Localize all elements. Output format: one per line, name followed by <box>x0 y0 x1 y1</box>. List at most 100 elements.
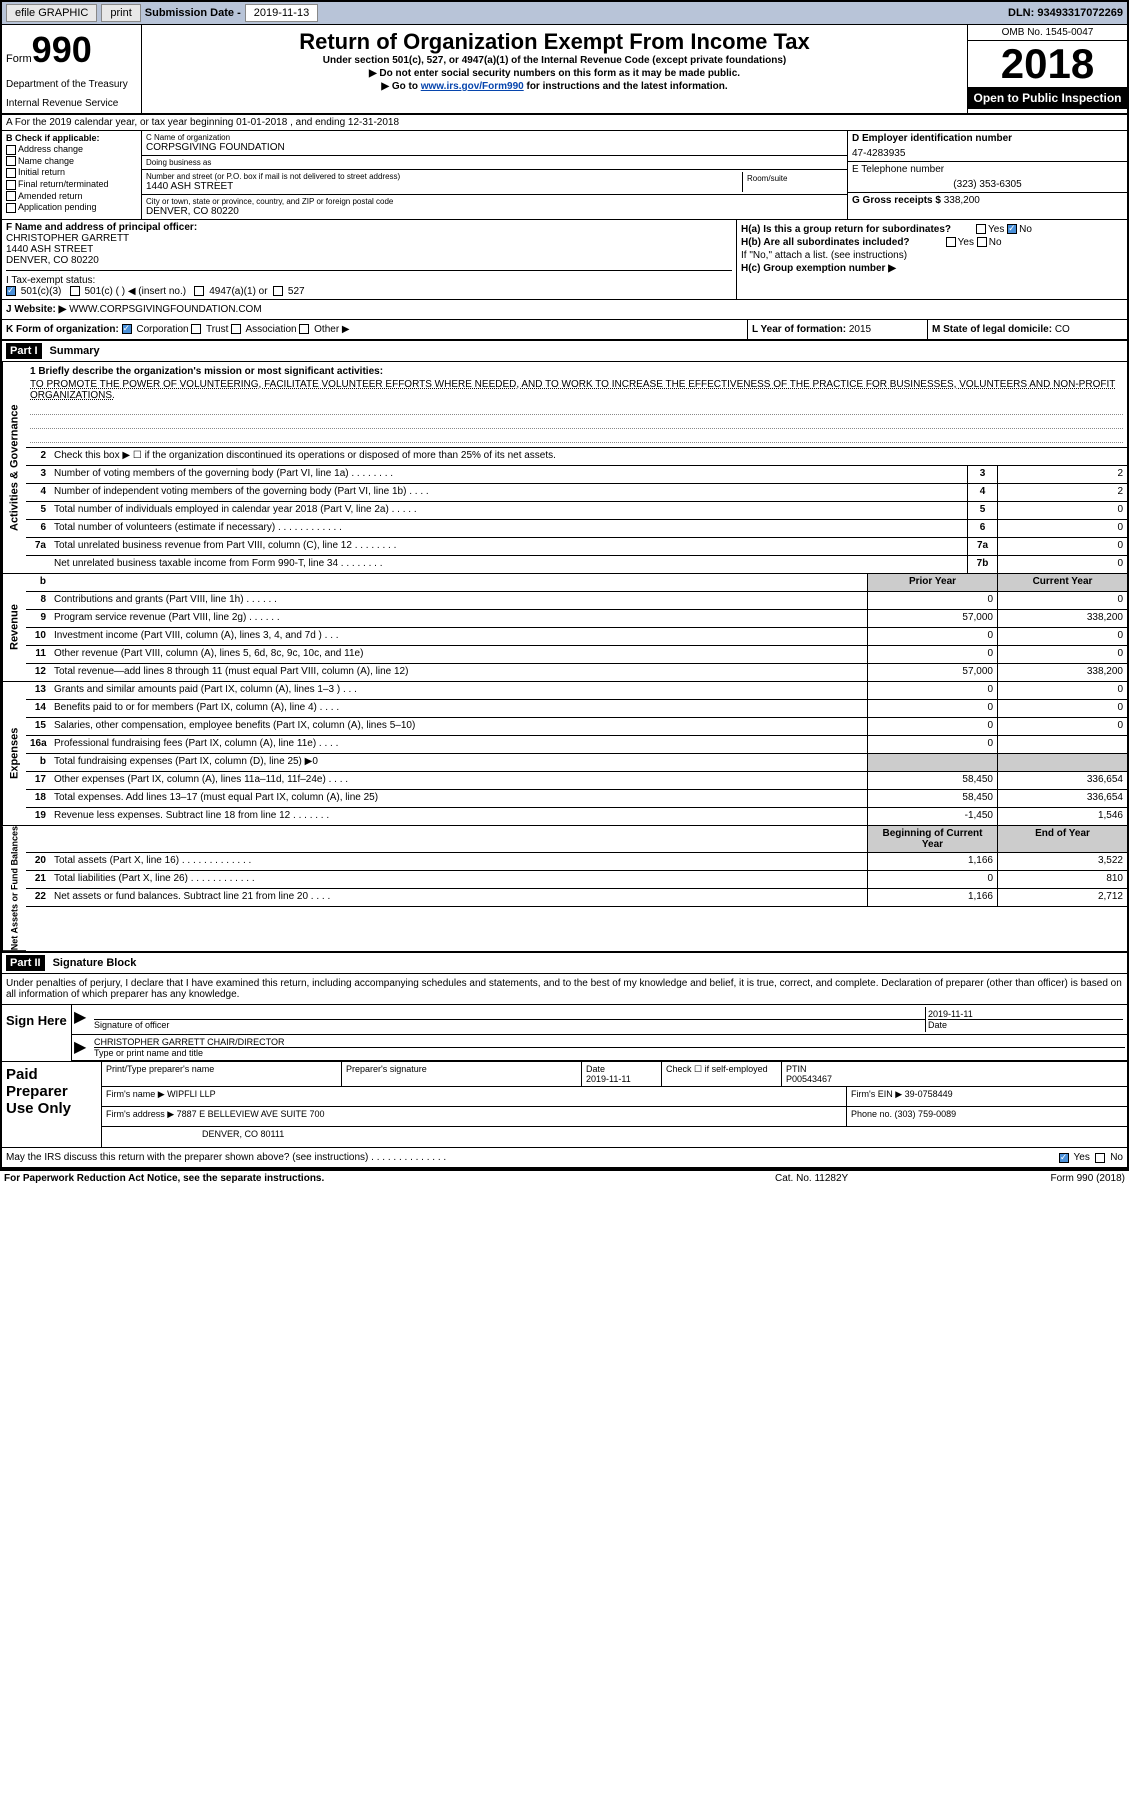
current-val: 810 <box>997 871 1127 888</box>
firm-addr-label: Firm's address ▶ <box>106 1109 177 1119</box>
chk-final[interactable] <box>6 180 16 190</box>
irs-link[interactable]: www.irs.gov/Form990 <box>421 81 524 92</box>
row-text: Professional fundraising fees (Part IX, … <box>50 736 867 753</box>
part2-title: Signature Block <box>53 957 137 969</box>
chk-4947[interactable] <box>194 286 204 296</box>
row-num: 6 <box>26 520 50 537</box>
row-text: Other revenue (Part VIII, column (A), li… <box>50 646 867 663</box>
chk-address[interactable] <box>6 145 16 155</box>
row-val: 2 <box>997 466 1127 483</box>
mission-text: TO PROMOTE THE POWER OF VOLUNTEERING, FA… <box>30 379 1123 401</box>
current-val: 1,546 <box>997 808 1127 825</box>
row-num: 13 <box>26 682 50 699</box>
ha-yes[interactable] <box>976 224 986 234</box>
paid-preparer: Paid Preparer Use Only <box>2 1062 102 1147</box>
row-box: 6 <box>967 520 997 537</box>
current-val: 0 <box>997 592 1127 609</box>
side-netassets: Net Assets or Fund Balances <box>2 826 26 951</box>
check-self: Check ☐ if self-employed <box>662 1062 782 1086</box>
row-val: 2 <box>997 484 1127 501</box>
row-num: 10 <box>26 628 50 645</box>
topbar: efile GRAPHIC print Submission Date - 20… <box>2 2 1127 25</box>
print-btn[interactable]: print <box>101 4 140 22</box>
current-val: 338,200 <box>997 664 1127 681</box>
row-text: Total liabilities (Part X, line 26) . . … <box>50 871 867 888</box>
no2: No <box>989 237 1002 248</box>
ha-no[interactable] <box>1007 224 1017 234</box>
discuss-no[interactable] <box>1095 1153 1105 1163</box>
row-text: Total number of individuals employed in … <box>50 502 967 519</box>
prep-name-label: Print/Type preparer's name <box>102 1062 342 1086</box>
prior-val: 58,450 <box>867 790 997 807</box>
hb-yes[interactable] <box>946 237 956 247</box>
arrow-icon: ▶ <box>74 1007 94 1032</box>
hb-note: If "No," attach a list. (see instruction… <box>741 250 1123 261</box>
current-val: 2,712 <box>997 889 1127 906</box>
footer-mid: Cat. No. 11282Y <box>775 1173 975 1184</box>
side-expenses: Expenses <box>2 682 26 826</box>
dba-label: Doing business as <box>146 158 843 167</box>
hb-no[interactable] <box>977 237 987 247</box>
d-yes: Yes <box>1074 1152 1090 1163</box>
ptin: P00543467 <box>786 1074 832 1084</box>
chk-501c[interactable] <box>70 286 80 296</box>
opt-5: Application pending <box>18 202 97 212</box>
firm-name: WIPFLI LLP <box>167 1089 216 1099</box>
prior-val: 58,450 <box>867 772 997 789</box>
prior-val: 0 <box>867 718 997 735</box>
prior-val: 1,166 <box>867 889 997 906</box>
prior-val: 0 <box>867 871 997 888</box>
type-label: Type or print name and title <box>94 1047 1125 1058</box>
city-label: City or town, state or province, country… <box>146 197 843 206</box>
opt-1: Name change <box>18 156 74 166</box>
prior-val: 57,000 <box>867 610 997 627</box>
current-val: 336,654 <box>997 772 1127 789</box>
chk-assoc[interactable] <box>231 324 241 334</box>
phone-label: E Telephone number <box>852 164 1123 175</box>
gross-label: G Gross receipts $ <box>852 195 944 206</box>
hc-label: H(c) Group exemption number ▶ <box>741 263 1123 274</box>
current-val: 3,522 <box>997 853 1127 870</box>
discuss-yes[interactable] <box>1059 1153 1069 1163</box>
row-box: 3 <box>967 466 997 483</box>
room-label: Room/suite <box>747 174 839 183</box>
chk-amended[interactable] <box>6 191 16 201</box>
addr: 1440 ASH STREET <box>146 181 742 192</box>
row-text: Total unrelated business revenue from Pa… <box>50 538 967 555</box>
part1-title: Summary <box>50 345 100 357</box>
sub3-pre: ▶ Go to <box>381 81 420 92</box>
chk-corp[interactable] <box>122 324 132 334</box>
sub3-post: for instructions and the latest informat… <box>524 81 728 92</box>
side-activities: Activities & Governance <box>2 362 26 574</box>
city: DENVER, CO 80220 <box>146 206 843 217</box>
firm-name-label: Firm's name ▶ <box>106 1089 167 1099</box>
row-text: Total expenses. Add lines 13–17 (must eq… <box>50 790 867 807</box>
l-val: 2015 <box>849 324 871 335</box>
irs: Internal Revenue Service <box>6 98 137 109</box>
efile-btn[interactable]: efile GRAPHIC <box>6 4 97 22</box>
row-num: 14 <box>26 700 50 717</box>
sub-date: 2019-11-13 <box>245 4 318 22</box>
form-title: Return of Organization Exempt From Incom… <box>146 29 963 55</box>
chk-name[interactable] <box>6 156 16 166</box>
chk-501c3[interactable] <box>6 286 16 296</box>
footer-right: Form 990 (2018) <box>975 1173 1125 1184</box>
current-val: 338,200 <box>997 610 1127 627</box>
officer-name-title: CHRISTOPHER GARRETT CHAIR/DIRECTOR <box>94 1037 1125 1047</box>
dept: Department of the Treasury <box>6 79 137 90</box>
row-text: Total assets (Part X, line 16) . . . . .… <box>50 853 867 870</box>
chk-initial[interactable] <box>6 168 16 178</box>
chk-other[interactable] <box>299 324 309 334</box>
begin-header: Beginning of Current Year <box>867 826 997 852</box>
row-text: Salaries, other compensation, employee b… <box>50 718 867 735</box>
row-text: Total number of volunteers (estimate if … <box>50 520 967 537</box>
chk-trust[interactable] <box>191 324 201 334</box>
section-b-title: B Check if applicable: <box>6 133 137 143</box>
ein: 47-4283935 <box>852 148 1123 159</box>
i-o2: 501(c) ( ) ◀ (insert no.) <box>84 286 186 297</box>
firm-ein: 39-0758449 <box>905 1089 953 1099</box>
current-header: Current Year <box>997 574 1127 591</box>
chk-527[interactable] <box>273 286 283 296</box>
chk-pending[interactable] <box>6 203 16 213</box>
may-discuss: May the IRS discuss this return with the… <box>6 1152 1059 1163</box>
